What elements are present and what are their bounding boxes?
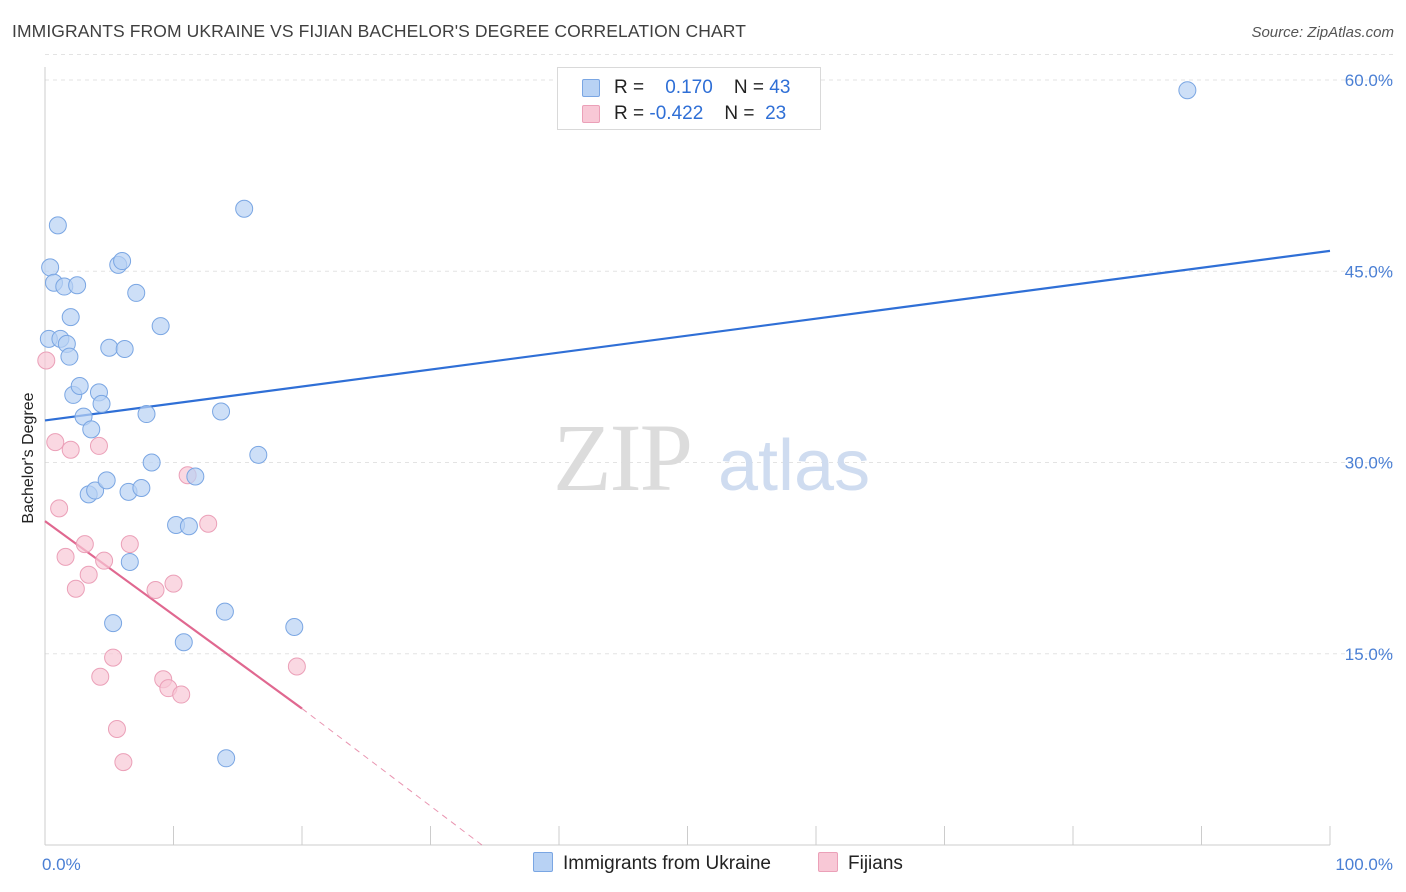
- trend-lines: [44, 249, 1331, 846]
- point-fijians: [172, 685, 191, 704]
- point-ukraine: [174, 633, 193, 652]
- legend-r-label: R =: [614, 103, 645, 124]
- point-fijians: [107, 719, 126, 738]
- point-fijians: [89, 436, 108, 455]
- legend-swatch-fijians: [582, 105, 600, 123]
- trend-line-ukraine: [44, 249, 1331, 422]
- point-fijians: [56, 547, 75, 566]
- source-credit: Source: ZipAtlas.com: [1251, 24, 1394, 41]
- point-ukraine: [113, 252, 132, 271]
- point-ukraine: [60, 347, 79, 366]
- series-name-ukraine: Immigrants from Ukraine: [563, 853, 771, 874]
- point-fijians: [50, 499, 69, 518]
- y-tick-label: 60.0%: [1345, 71, 1393, 90]
- point-ukraine: [137, 405, 156, 424]
- watermark: ZIP atlas: [553, 404, 870, 511]
- point-ukraine: [70, 377, 89, 395]
- point-ukraine: [61, 308, 80, 327]
- point-ukraine: [92, 394, 111, 413]
- trend-line-fijians-extrapolated: [301, 708, 483, 846]
- point-fijians: [61, 440, 80, 459]
- point-fijians: [164, 574, 183, 593]
- watermark-zip: ZIP: [553, 404, 691, 511]
- point-ukraine: [249, 445, 268, 464]
- point-ukraine: [127, 283, 146, 302]
- point-ukraine: [115, 340, 134, 359]
- legend-n-value: 23: [765, 103, 787, 124]
- point-ukraine: [104, 614, 123, 633]
- point-ukraine: [217, 749, 236, 768]
- legend-r-value: 0.170: [665, 77, 713, 98]
- point-ukraine: [82, 420, 101, 439]
- point-ukraine: [97, 471, 116, 490]
- legend-n-label: N =: [724, 103, 755, 124]
- point-ukraine: [285, 617, 304, 636]
- series-legend-fijians: Fijians: [818, 852, 903, 875]
- point-ukraine: [215, 602, 234, 621]
- point-ukraine: [68, 276, 87, 295]
- point-ukraine: [86, 481, 105, 500]
- point-ukraine: [1178, 81, 1197, 100]
- point-fijians: [79, 565, 98, 584]
- point-ukraine: [186, 467, 205, 486]
- point-fijians: [287, 657, 306, 676]
- legend-n-label: N =: [733, 77, 765, 98]
- y-tick-label: 30.0%: [1345, 454, 1393, 473]
- point-ukraine: [48, 216, 67, 235]
- point-ukraine: [132, 479, 151, 497]
- point-ukraine: [100, 338, 119, 357]
- y-tick-label: 15.0%: [1345, 645, 1393, 664]
- series-swatch-fijians: [818, 852, 838, 872]
- point-fijians: [91, 667, 110, 686]
- point-fijians: [199, 514, 218, 533]
- series-name-fijians: Fijians: [848, 853, 903, 874]
- data-points: [37, 81, 1197, 772]
- point-fijians: [146, 581, 165, 599]
- point-fijians: [120, 535, 139, 554]
- y-axis-label: Bachelor's Degree: [20, 392, 37, 523]
- legend-r-value: -0.422: [649, 103, 704, 124]
- point-ukraine: [142, 453, 161, 472]
- point-ukraine: [151, 317, 170, 336]
- stats-legend: R = 0.170 N = 43 R = -0.422 N = 23: [557, 67, 821, 130]
- y-tick-label: 45.0%: [1345, 262, 1393, 281]
- point-ukraine: [179, 517, 198, 536]
- point-fijians: [114, 753, 133, 772]
- point-fijians: [66, 579, 85, 598]
- gridlines: [45, 54, 1393, 655]
- legend-n-value: 43: [769, 77, 791, 98]
- series-swatch-ukraine: [533, 852, 553, 872]
- point-fijians: [75, 535, 94, 554]
- axes: [44, 67, 1331, 846]
- point-ukraine: [41, 258, 60, 277]
- x-tick-label: 0.0%: [42, 855, 81, 874]
- point-ukraine: [235, 199, 254, 218]
- point-fijians: [95, 551, 114, 570]
- point-ukraine: [212, 402, 231, 421]
- chart-title: IMMIGRANTS FROM UKRAINE VS FIJIAN BACHEL…: [12, 21, 746, 41]
- point-fijians: [46, 433, 65, 452]
- legend-r-label: R =: [614, 77, 645, 98]
- legend-swatch-ukraine: [582, 79, 600, 97]
- point-fijians: [37, 351, 56, 370]
- watermark-atlas: atlas: [718, 426, 870, 506]
- point-fijians: [104, 648, 123, 667]
- point-ukraine: [120, 552, 139, 571]
- x-tick-label: 100.0%: [1335, 855, 1393, 874]
- tick-labels: 15.0% 30.0% 45.0% 60.0% 0.0% 100.0%: [42, 71, 1393, 874]
- series-legend-ukraine: Immigrants from Ukraine: [533, 852, 771, 875]
